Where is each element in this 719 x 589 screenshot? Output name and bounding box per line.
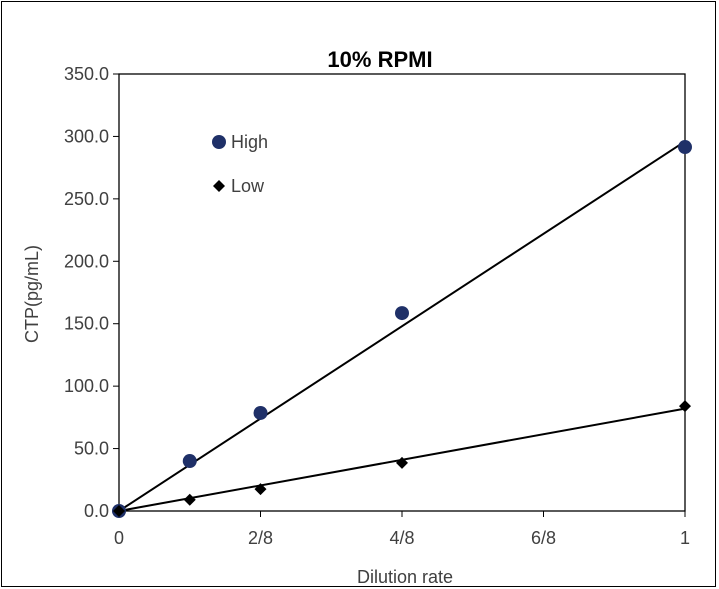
y-tick-label: 300.0 [64, 126, 109, 146]
y-tick-label: 150.0 [64, 314, 109, 334]
trendline-high [118, 140, 686, 512]
legend-marker-high [212, 135, 226, 149]
x-axis-ticks: 0 2/8 4/8 6/8 1 [114, 511, 690, 548]
x-tick-label: 1 [680, 528, 690, 548]
legend-label-low: Low [231, 176, 265, 196]
x-tick-label: 4/8 [389, 528, 414, 548]
y-tick-label: 50.0 [74, 439, 109, 459]
y-tick-label: 350.0 [64, 64, 109, 84]
legend-marker-low [213, 180, 225, 192]
chart-title: 10% RPMI [327, 47, 432, 72]
y-tick-label: 0.0 [84, 501, 109, 521]
data-point-high [253, 405, 268, 420]
plot-area [118, 73, 686, 512]
data-point-high [395, 306, 409, 321]
trendlines [118, 140, 686, 512]
legend: High Low [212, 132, 268, 196]
data-point-low [183, 493, 196, 506]
x-tick-label: 6/8 [531, 528, 556, 548]
y-axis-label: CTP(pg/mL) [22, 245, 42, 343]
data-points [112, 140, 692, 518]
legend-label-high: High [231, 132, 268, 152]
y-tick-label: 250.0 [64, 189, 109, 209]
data-point-high [678, 140, 692, 155]
data-point-low [396, 456, 408, 469]
data-point-low [113, 505, 125, 517]
x-tick-label: 2/8 [248, 528, 273, 548]
data-point-low [679, 400, 691, 413]
data-point-high [182, 454, 197, 469]
y-axis-ticks: 0.0 50.0 100.0 150.0 200.0 250.0 300.0 350.0 [64, 64, 119, 521]
y-tick-label: 200.0 [64, 251, 109, 271]
data-point-low [254, 483, 267, 496]
x-axis-label: Dilution rate [357, 567, 453, 587]
x-tick-label: 0 [114, 528, 124, 548]
y-tick-label: 100.0 [64, 376, 109, 396]
